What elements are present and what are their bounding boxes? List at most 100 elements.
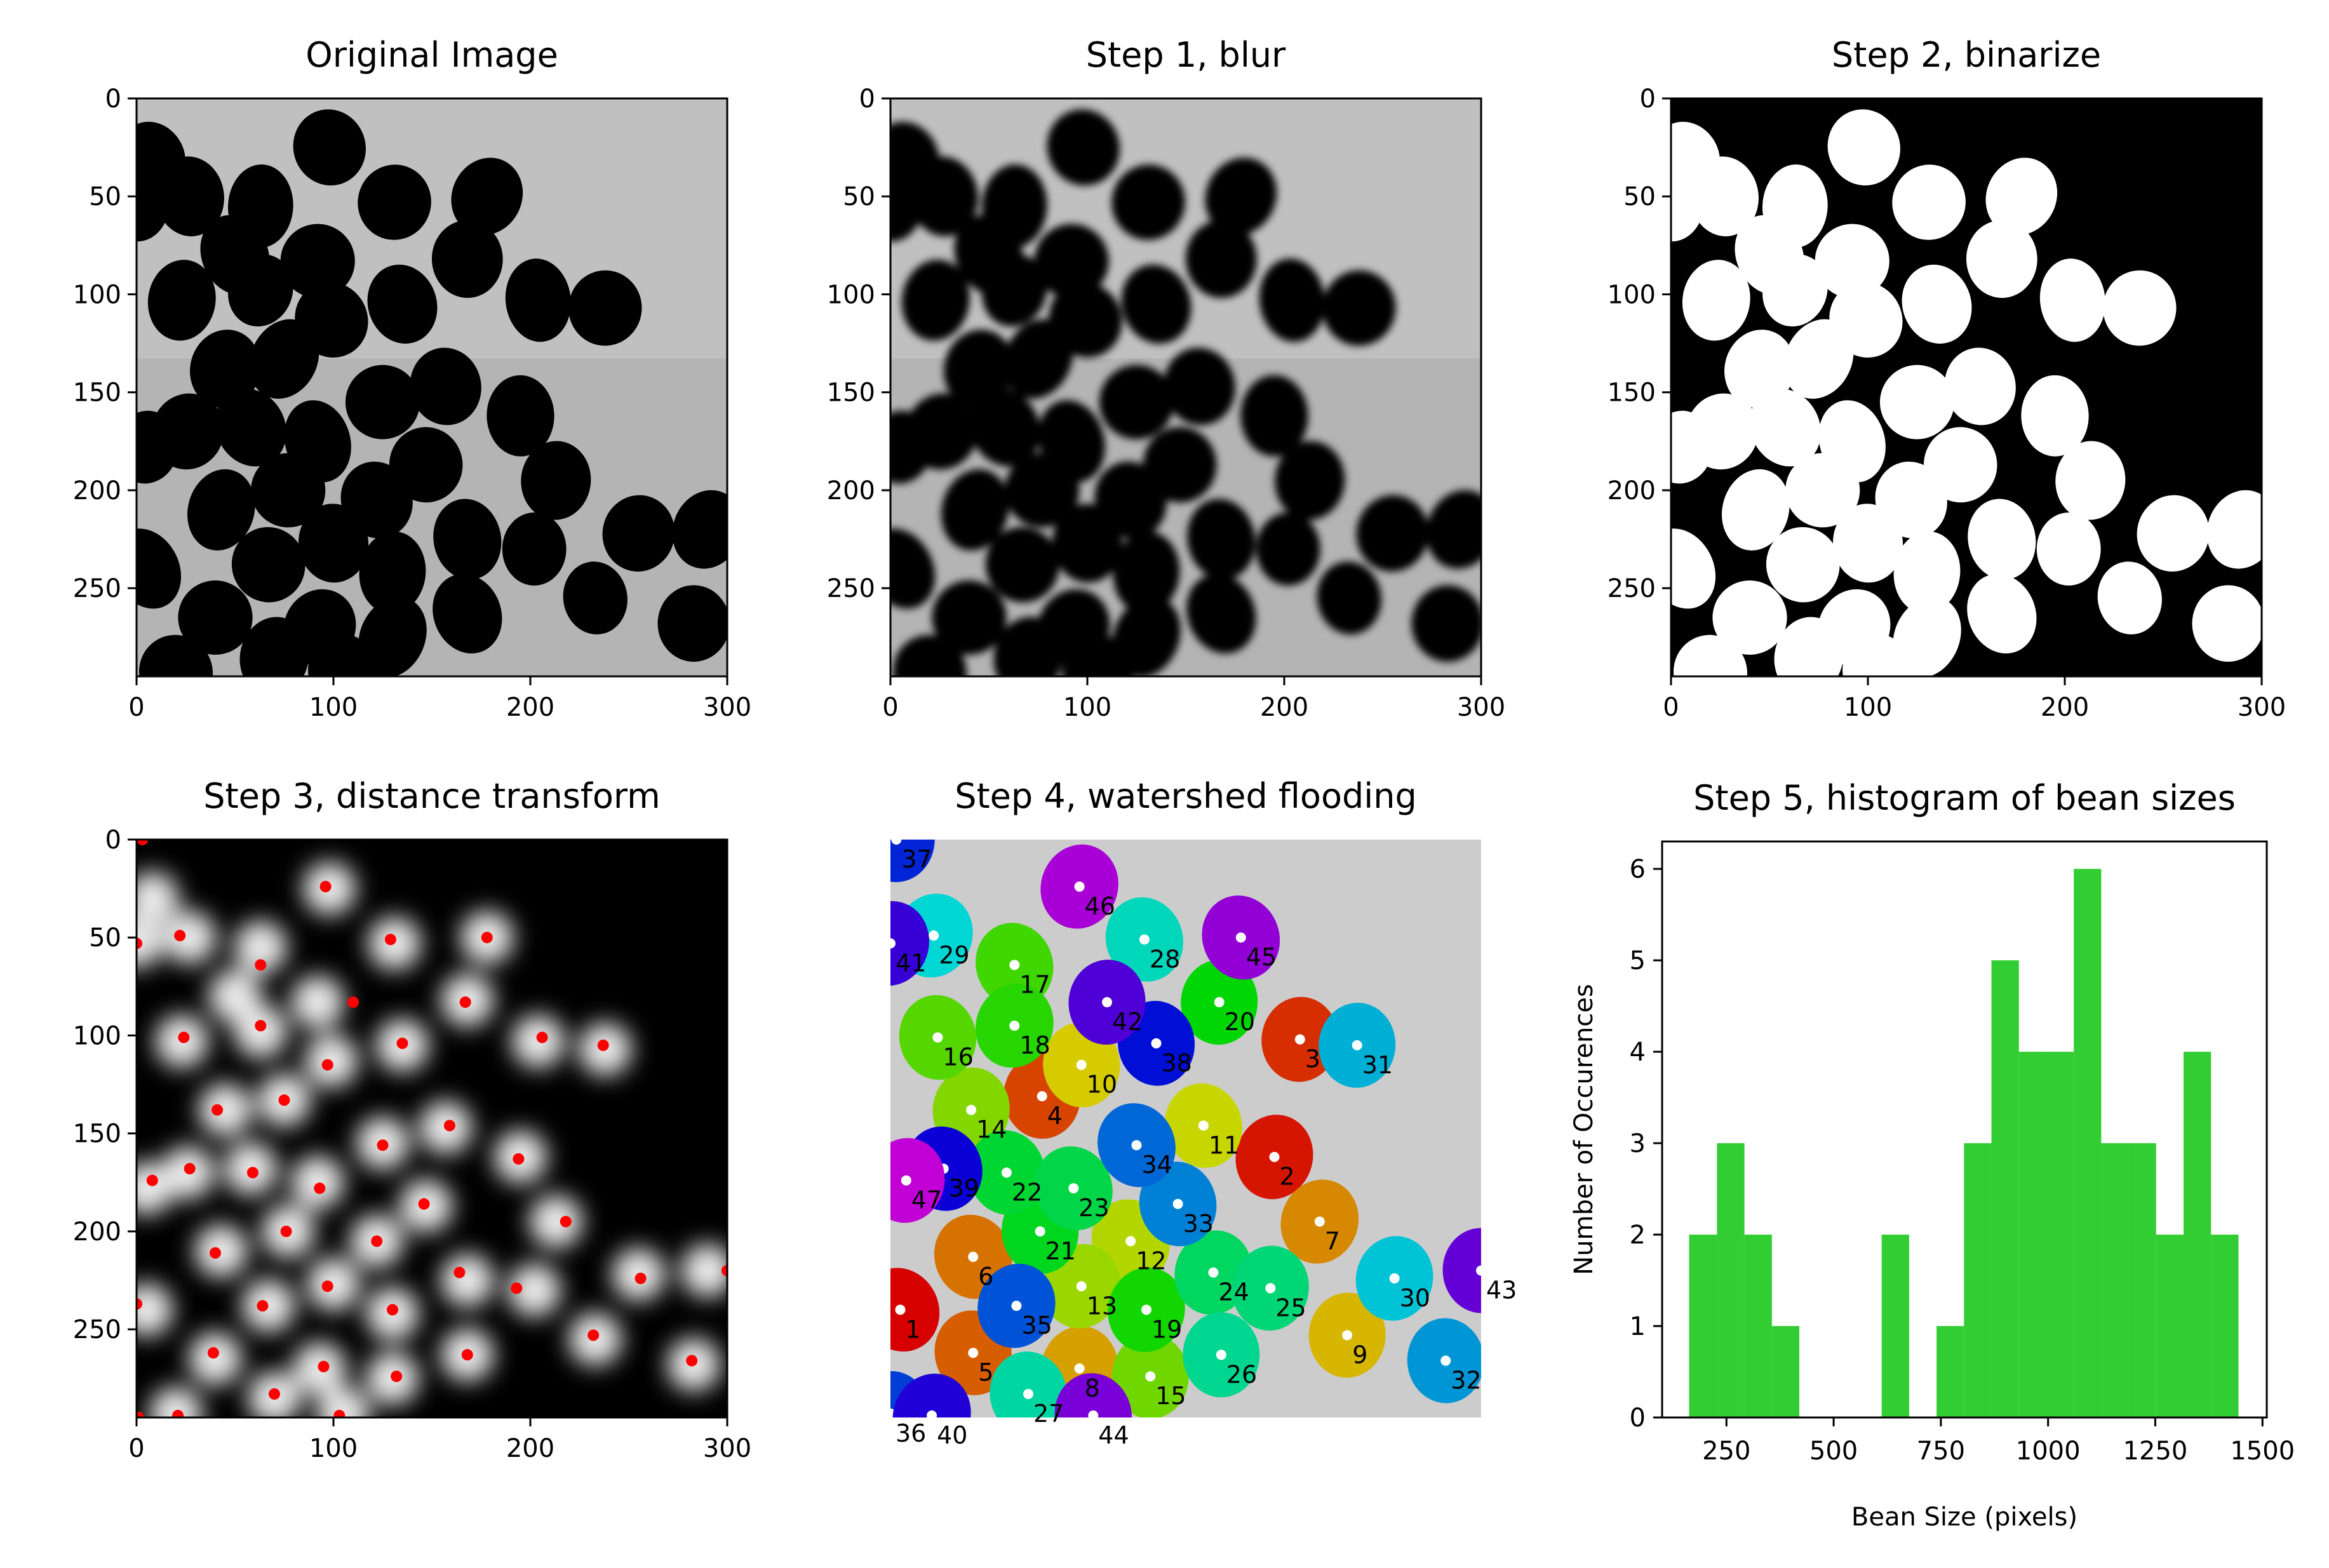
region-label: 22: [1012, 1178, 1042, 1206]
marker-point: [387, 1304, 398, 1316]
x-tick-label: 200: [1260, 693, 1308, 722]
bean: [905, 393, 978, 470]
bean: [1062, 633, 1132, 676]
region-label: 13: [1087, 1292, 1117, 1320]
bean: [1893, 531, 1961, 614]
region-seed: [1216, 1350, 1226, 1360]
y-tick-label: 0: [105, 84, 121, 114]
bean: [892, 634, 967, 676]
marker-point: [184, 1163, 196, 1175]
bean: [231, 526, 305, 603]
region-label: 21: [1045, 1237, 1076, 1265]
bean: [1762, 254, 1828, 327]
histogram-bar: [1689, 1235, 1717, 1417]
histogram-bar: [1881, 1235, 1909, 1417]
x-tick-label: 100: [1844, 693, 1892, 722]
marker-point: [257, 1300, 269, 1312]
y-tick-label: 200: [73, 476, 121, 506]
original-image-panel: [137, 98, 727, 676]
bean: [239, 617, 309, 676]
histogram-bar: [1991, 960, 2019, 1417]
bean: [147, 260, 216, 341]
y-tick-label: 5: [1630, 946, 1646, 975]
marker-point: [269, 1388, 280, 1400]
marker-point: [511, 1282, 523, 1294]
bean: [1185, 220, 1257, 298]
distance-peak: [137, 915, 163, 968]
bean: [1259, 258, 1325, 342]
bean: [1827, 109, 1900, 186]
bean: [293, 109, 366, 186]
y-tick-label: 200: [827, 476, 875, 506]
histogram-bar: [2074, 869, 2102, 1417]
marker-point: [481, 932, 493, 944]
x-tick-label: 300: [703, 693, 751, 722]
y-tick-label: 200: [1607, 476, 1656, 506]
panel-title: Step 3, distance transform: [203, 776, 661, 816]
marker-point: [146, 1174, 158, 1186]
marker-point: [560, 1216, 572, 1228]
histogram-bar: [1936, 1326, 1964, 1417]
region-label: 23: [1078, 1194, 1109, 1222]
bean: [1879, 365, 1955, 439]
bean: [1112, 596, 1181, 676]
region-seed: [1001, 1167, 1012, 1178]
region-label: 10: [1087, 1071, 1117, 1099]
panel-title: Step 1, blur: [1086, 35, 1286, 75]
marker-point: [178, 1031, 190, 1043]
region-seed: [1294, 1034, 1305, 1045]
distance-transform-frame: [135, 838, 728, 1419]
region-seed: [1074, 1363, 1085, 1374]
y-tick-label: 200: [73, 1217, 121, 1247]
bean: [1047, 109, 1120, 186]
marker-point: [137, 840, 149, 845]
bean: [502, 512, 567, 586]
original-image-frame: [135, 97, 728, 678]
region-seed: [1314, 1216, 1325, 1227]
distance-peak: [194, 1224, 248, 1278]
region-seed: [1476, 1265, 1481, 1276]
bean: [433, 573, 502, 653]
marker-point: [255, 1020, 267, 1032]
bean: [487, 375, 554, 457]
bean: [1003, 319, 1073, 399]
region-label: 15: [1155, 1382, 1186, 1410]
bean: [1121, 264, 1191, 344]
bean: [1111, 164, 1185, 240]
marker-point: [278, 1094, 290, 1106]
marker-point: [319, 881, 332, 893]
region-label: 33: [1183, 1210, 1214, 1238]
bean: [1356, 495, 1429, 572]
bean: [1842, 633, 1913, 676]
region-seed: [1145, 1371, 1156, 1382]
y-tick-label: 3: [1630, 1129, 1646, 1158]
region-seed: [929, 930, 939, 941]
bean: [909, 156, 978, 237]
region-label: 35: [1021, 1311, 1052, 1339]
region-label: 26: [1226, 1360, 1257, 1388]
region-seed: [890, 938, 896, 949]
bean: [969, 389, 1040, 467]
bean: [2103, 270, 2177, 346]
marker-point: [634, 1272, 647, 1284]
histogram-bar: [1771, 1326, 1800, 1417]
watershed-region: [1442, 1228, 1481, 1313]
y-tick-label: 250: [73, 574, 121, 603]
histogram-bar: [1717, 1143, 1745, 1417]
histogram-bar: [1744, 1235, 1772, 1417]
distance-peak: [291, 1155, 345, 1209]
x-tick-label: 200: [506, 693, 554, 722]
marker-point: [137, 1298, 142, 1310]
bean: [308, 633, 379, 676]
bean: [1240, 375, 1308, 457]
bean: [2097, 561, 2162, 634]
y-tick-label: 150: [73, 379, 121, 408]
bean: [1766, 526, 1840, 603]
bean: [568, 270, 642, 346]
marker-point: [459, 996, 471, 1008]
x-tick-label: 0: [128, 1434, 144, 1463]
x-tick-label: 0: [128, 693, 144, 722]
distance-peak: [529, 1195, 583, 1249]
bean: [151, 393, 224, 470]
distance-peak: [507, 1263, 561, 1317]
